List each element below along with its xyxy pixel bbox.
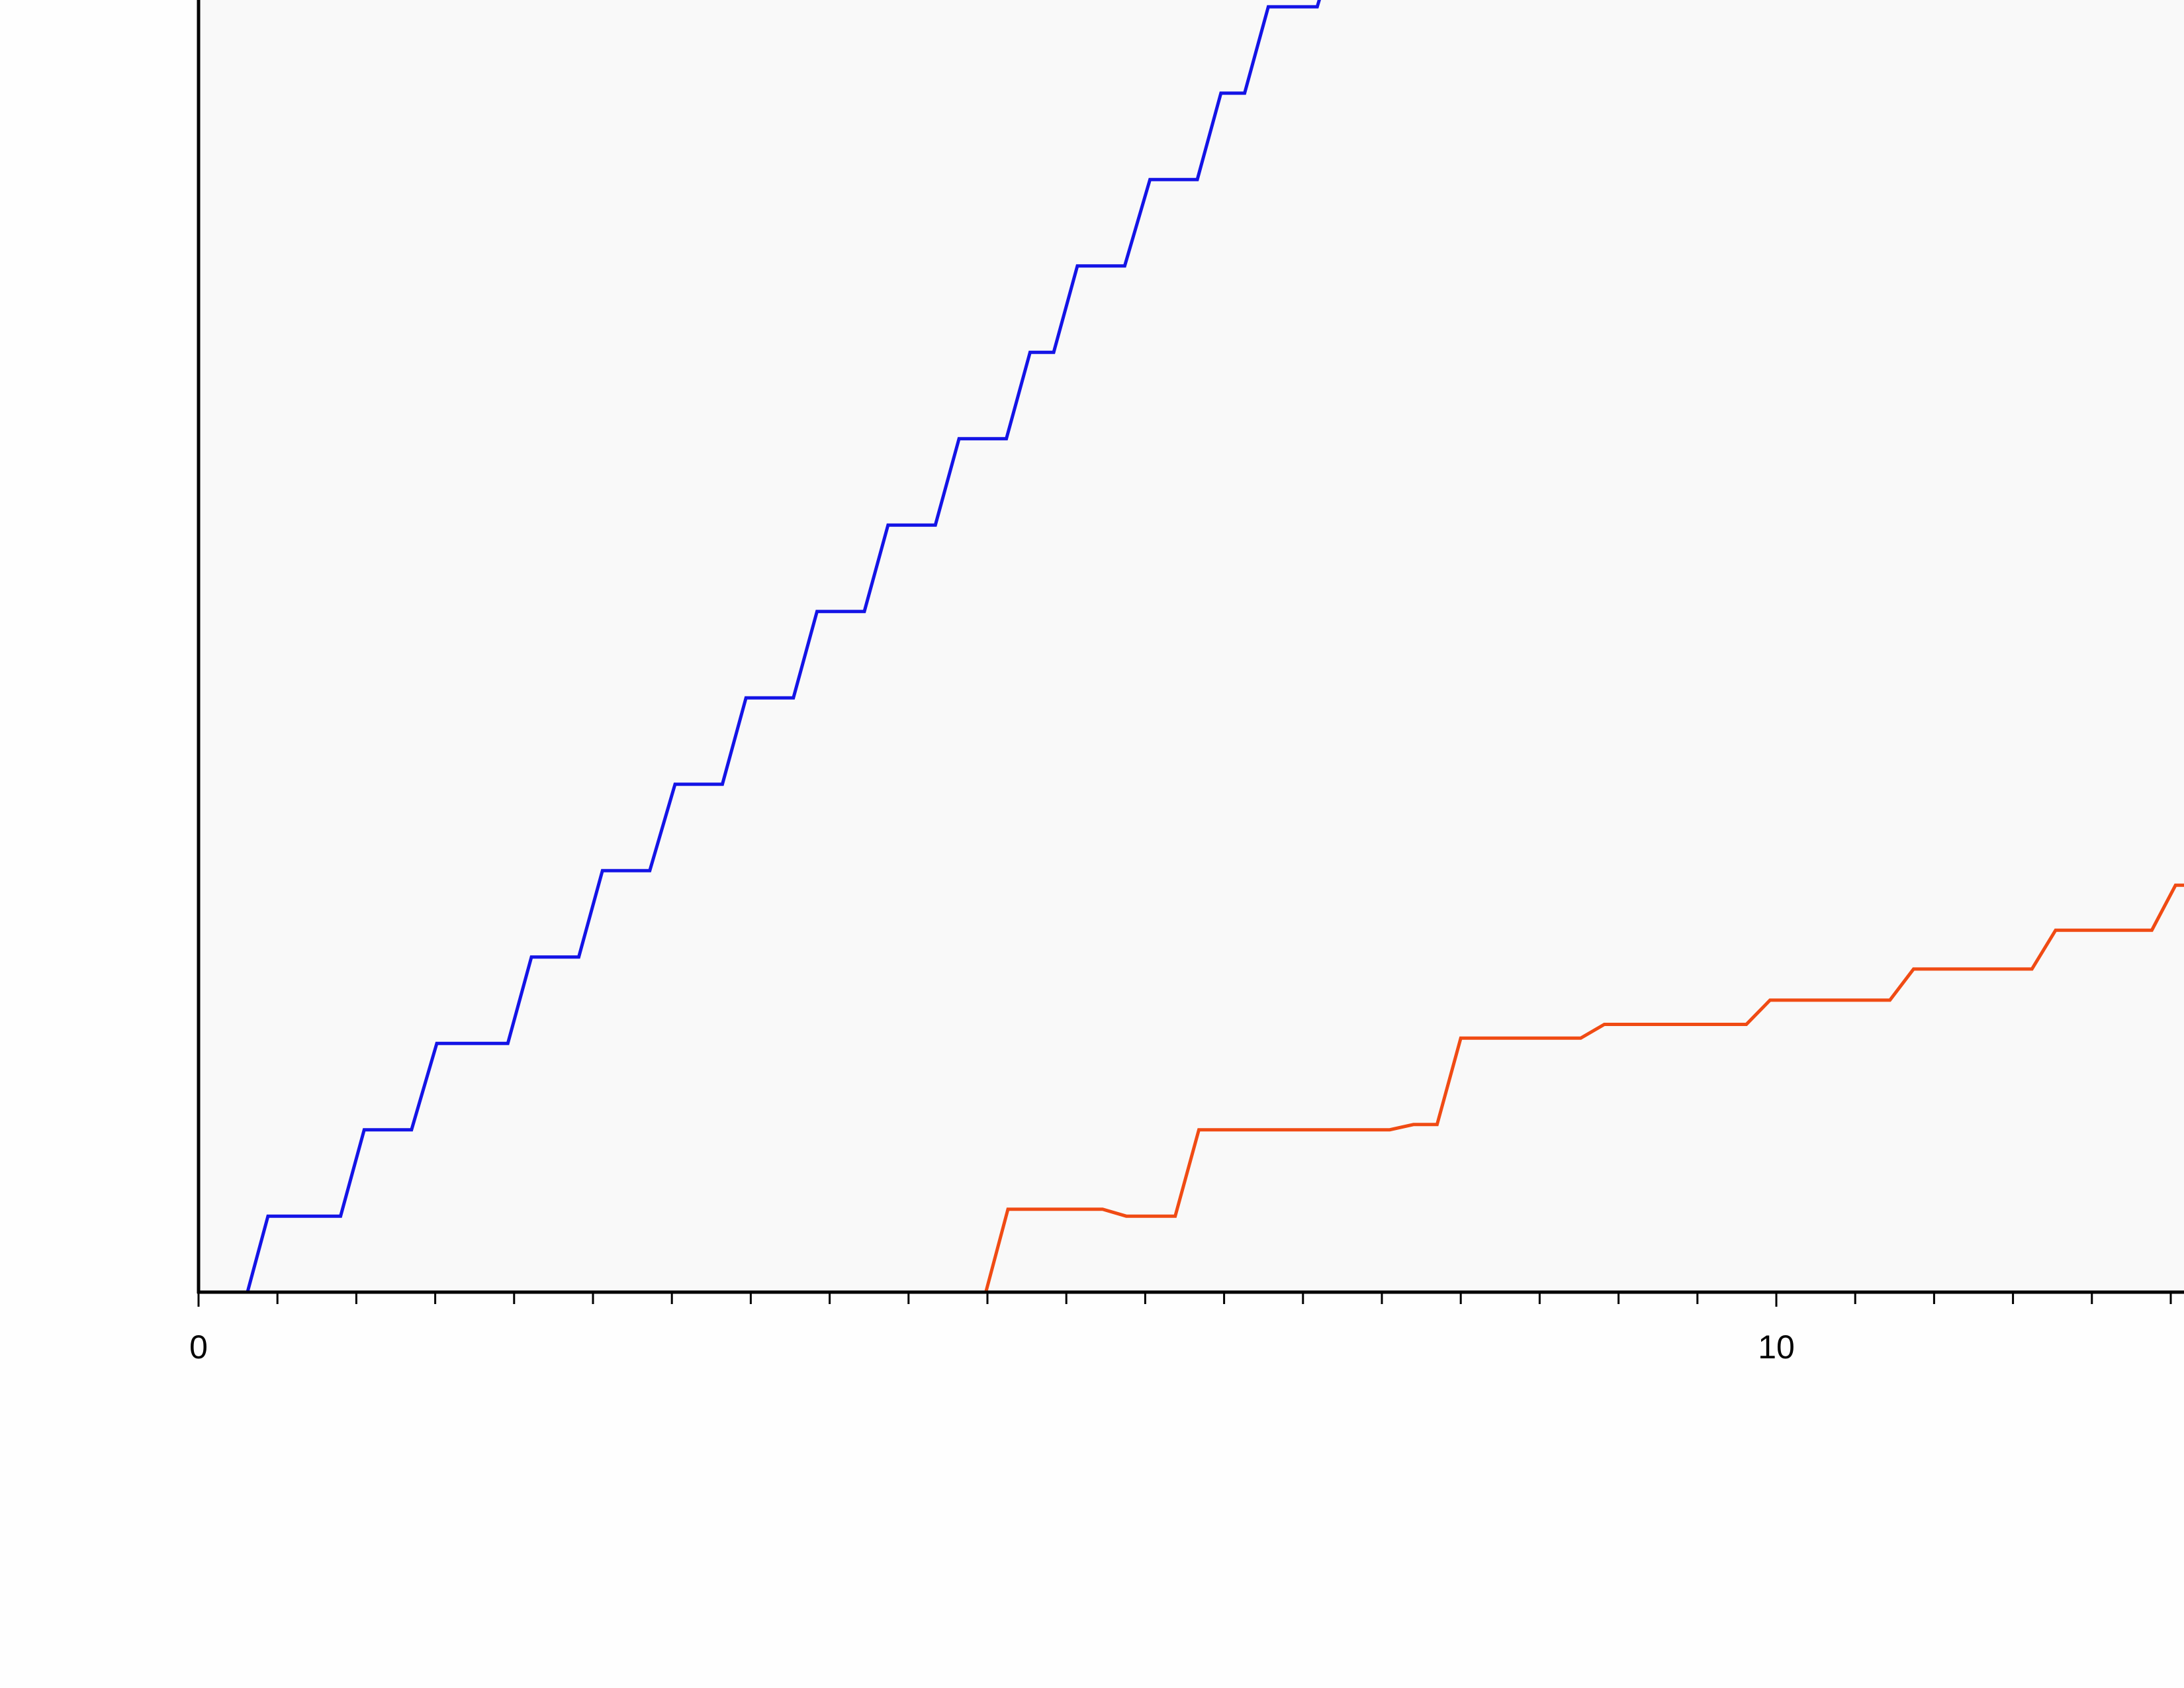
plot-area <box>199 0 2184 1292</box>
series-line-1 <box>246 0 1321 1293</box>
x-tick-label: 10 <box>1758 1329 1795 1366</box>
series-layer <box>199 0 2184 1294</box>
series-line-2 <box>199 883 2184 1294</box>
axes-layer: 0 10 <box>189 0 2184 1366</box>
x-tick-label: 0 <box>189 1329 208 1366</box>
